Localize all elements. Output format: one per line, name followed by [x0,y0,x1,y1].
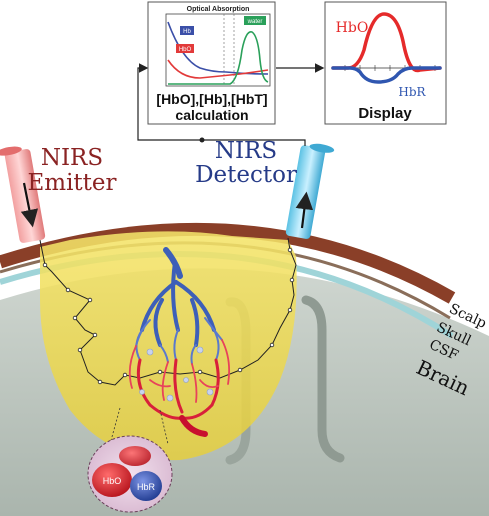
absorption-plot-title: Optical Absorption [187,6,250,13]
rbc-hbo-label: HbO [103,476,122,486]
display-hbr-label: HbR [398,85,426,99]
emitter-probe [4,149,46,243]
display-panel [324,1,447,125]
cortical-vasculature [128,247,231,437]
rbc-hbr-label: HbR [137,482,156,492]
legend-water-box [244,16,266,25]
calc-label-line1: [HbO],[Hb],[HbT] [156,91,267,107]
display-title: Display [358,105,412,122]
legend-hbo-label: HbO [179,47,192,53]
detector-label-line2: Detector [195,162,297,188]
photon-scatter-points [42,247,295,385]
signal-connector [137,63,306,146]
detector-probe [285,145,326,239]
detector-arrow [295,191,314,229]
rbc-oxy-cell-2 [119,446,151,466]
calc-label-line2: calculation [175,107,248,123]
detector-probe-top [309,143,335,153]
emitter-label-line1: NIRS [41,145,103,171]
legend-water-label: water [247,19,263,25]
legend-hb-label: Hb [183,29,191,35]
emitter-probe-top [0,146,22,156]
hbo-response-curve [331,12,442,73]
rbc-deoxy-cell [130,471,162,501]
photon-path [39,237,297,386]
inset-pointer-right [159,409,169,445]
absorption-curve-hbo [167,59,269,79]
emitter-arrow [20,182,39,228]
rbc-oxy-cell [92,463,132,497]
light-banana-path [40,231,297,461]
capillary-spheres [139,346,214,402]
signal-connector-dot [199,137,205,143]
emitter-label-line2: Emitter [27,170,116,196]
hbr-response-curve [331,66,442,84]
brain-sulcus [301,295,345,463]
absorption-curve-water [168,31,269,85]
display-hbo-label: HbO [336,20,369,36]
detector-label-line1: NIRS [215,138,277,164]
legend-hb-box [180,26,194,35]
legend-hbo-box [176,44,194,53]
